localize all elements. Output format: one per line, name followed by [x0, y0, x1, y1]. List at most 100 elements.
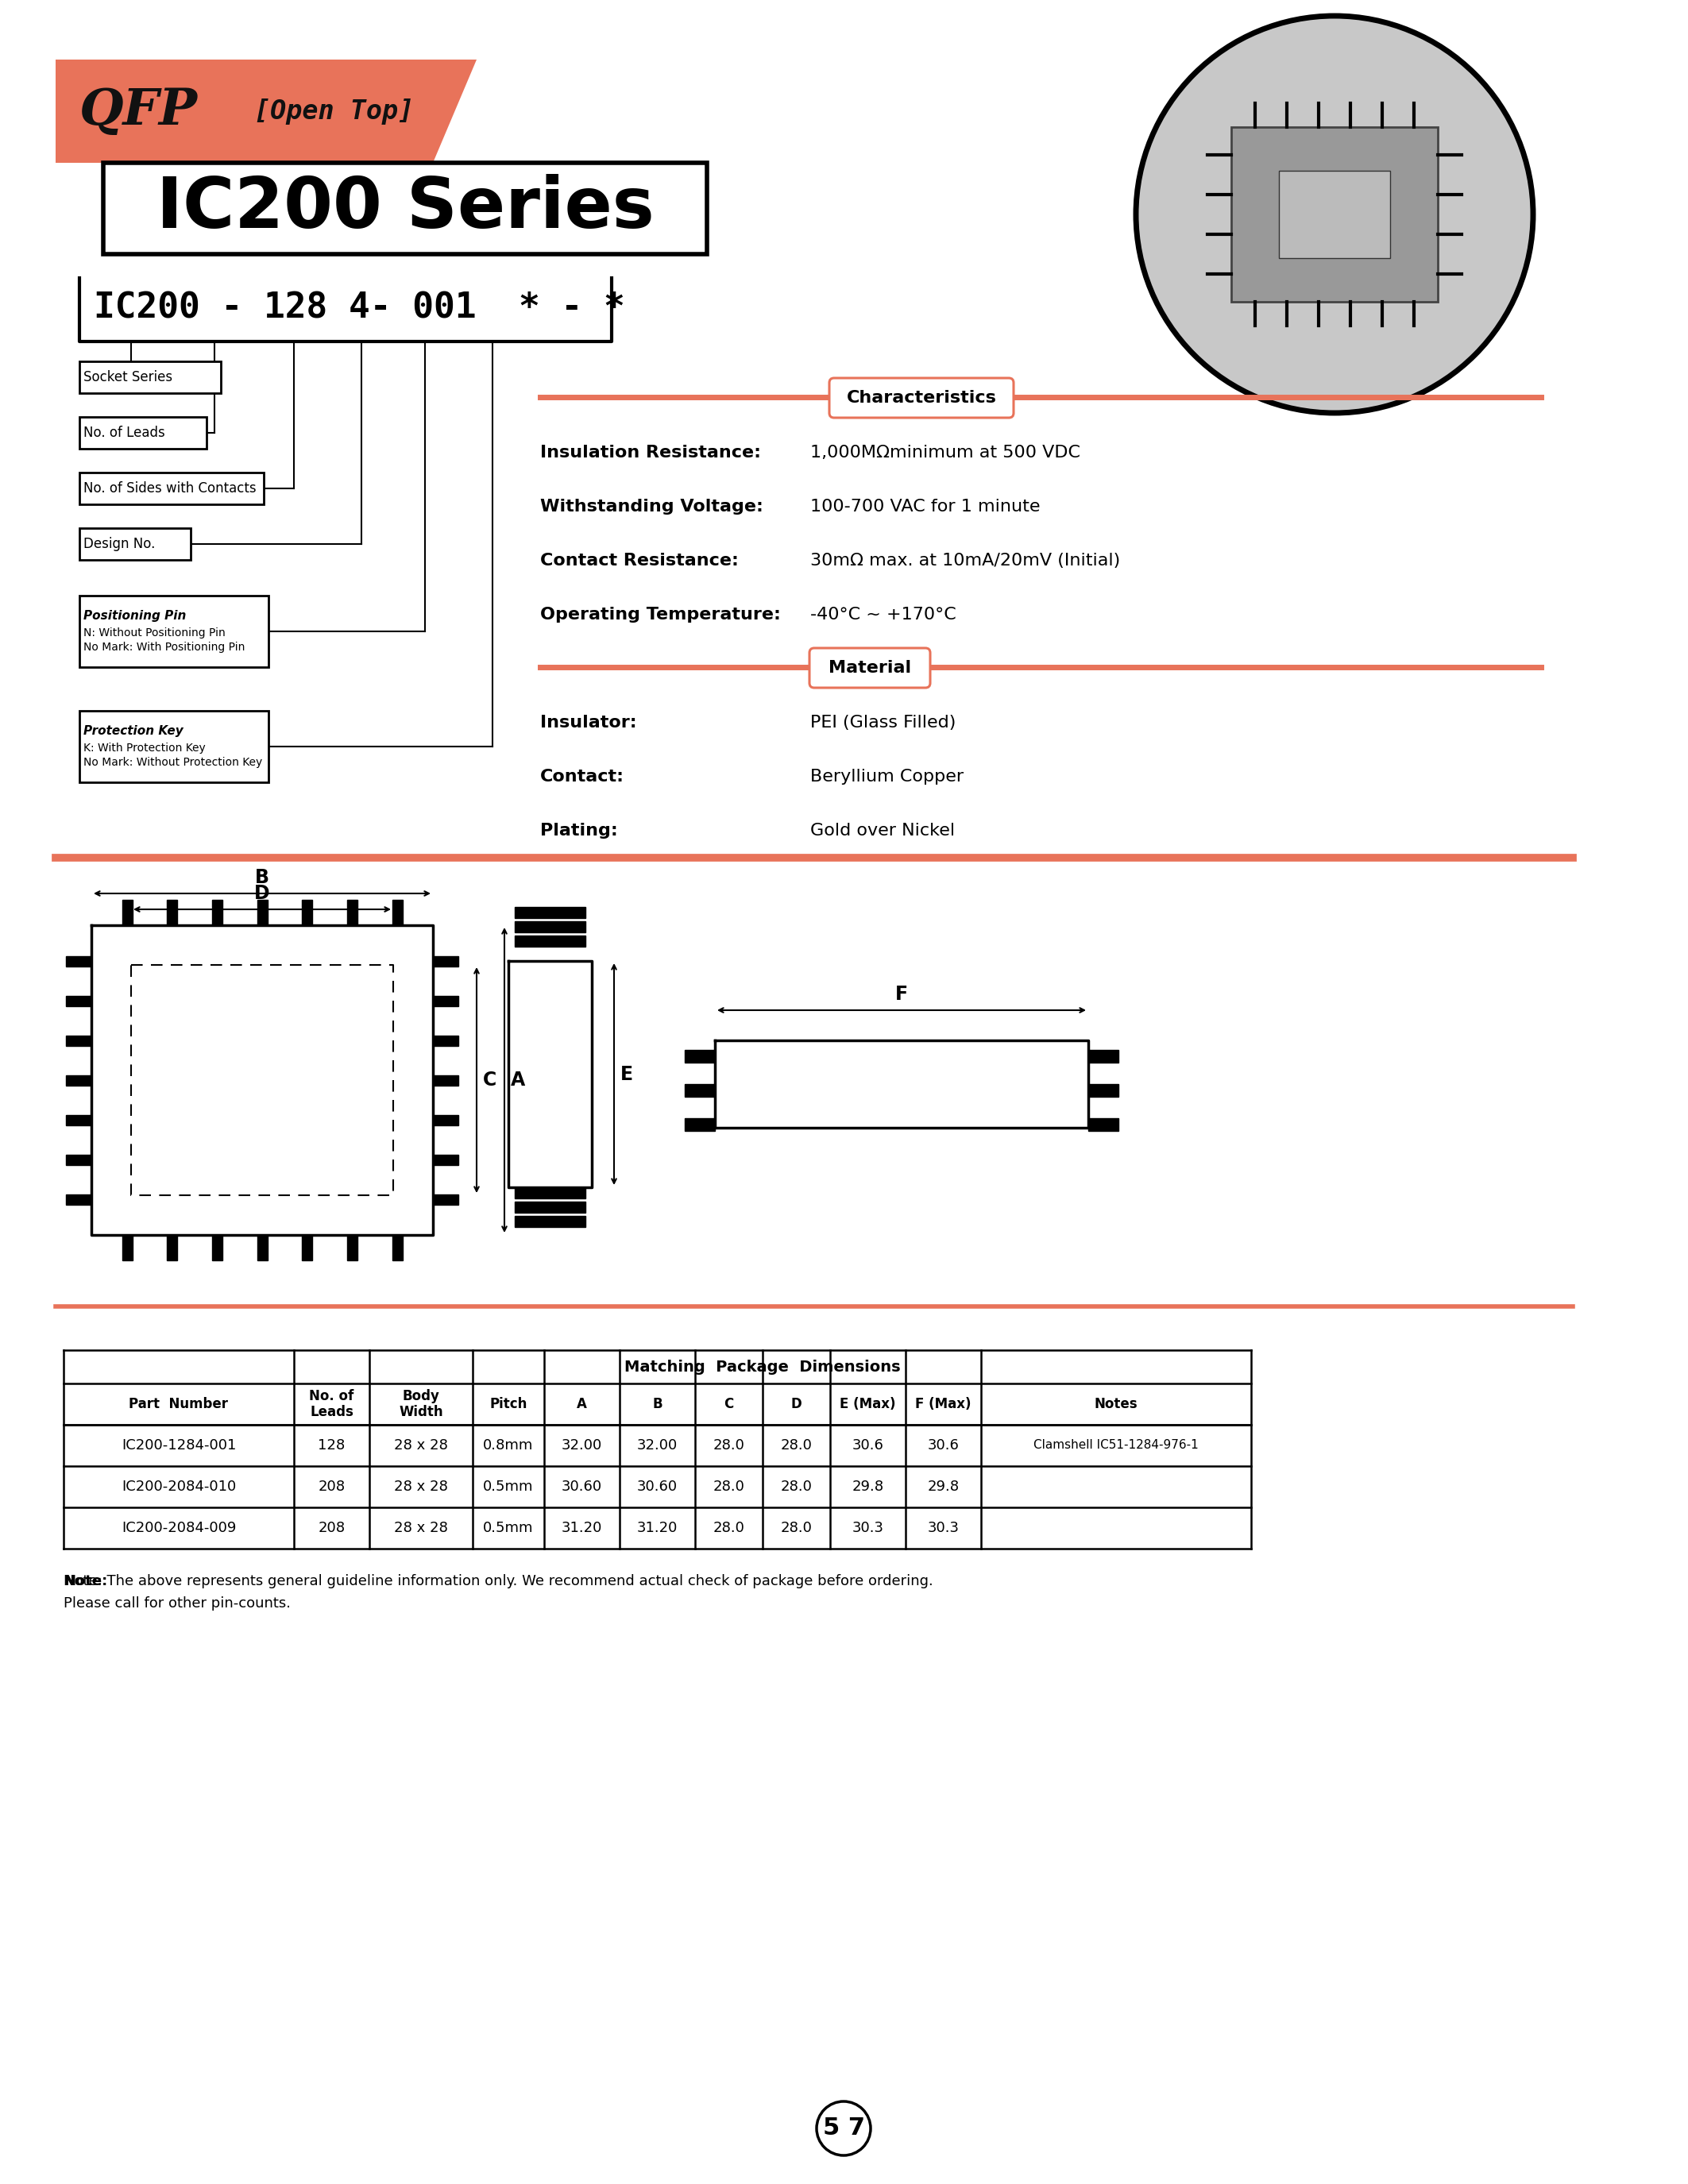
- Bar: [66, 1195, 91, 1203]
- Bar: [122, 1234, 132, 1260]
- Bar: [432, 957, 459, 965]
- Text: Beryllium Copper: Beryllium Copper: [810, 769, 964, 784]
- Bar: [79, 417, 206, 448]
- Bar: [66, 1114, 91, 1125]
- Text: 208: 208: [317, 1479, 346, 1494]
- Bar: [79, 710, 268, 782]
- Text: No Mark: With Positioning Pin: No Mark: With Positioning Pin: [83, 642, 245, 653]
- Text: 28.0: 28.0: [712, 1520, 744, 1535]
- Circle shape: [1136, 15, 1533, 413]
- Bar: [66, 1155, 91, 1164]
- Text: A: A: [577, 1398, 587, 1411]
- Bar: [515, 1216, 586, 1227]
- Bar: [257, 1234, 267, 1260]
- Bar: [432, 1114, 459, 1125]
- Text: 31.20: 31.20: [562, 1520, 603, 1535]
- Text: Plating:: Plating:: [540, 823, 618, 839]
- Text: 31.20: 31.20: [636, 1520, 679, 1535]
- Text: C: C: [483, 1070, 496, 1090]
- Text: 0.8mm: 0.8mm: [483, 1439, 533, 1452]
- Bar: [685, 1051, 716, 1064]
- Text: Note: The above represents general guideline information only. We recommend actu: Note: The above represents general guide…: [64, 1575, 933, 1588]
- Bar: [515, 935, 586, 946]
- Text: A: A: [511, 1070, 525, 1090]
- FancyBboxPatch shape: [810, 649, 930, 688]
- Bar: [1280, 170, 1391, 258]
- Bar: [167, 1234, 177, 1260]
- Text: PEI (Glass Filled): PEI (Glass Filled): [810, 714, 955, 732]
- Bar: [515, 906, 586, 917]
- Text: 28.0: 28.0: [780, 1479, 812, 1494]
- Bar: [432, 1195, 459, 1203]
- Text: No. of Sides with Contacts: No. of Sides with Contacts: [83, 480, 257, 496]
- Text: 32.00: 32.00: [562, 1439, 603, 1452]
- Text: Positioning Pin: Positioning Pin: [83, 609, 186, 622]
- Text: Matching  Package  Dimensions: Matching Package Dimensions: [625, 1358, 901, 1374]
- Bar: [685, 1118, 716, 1131]
- Polygon shape: [56, 59, 476, 164]
- Text: Protection Key: Protection Key: [83, 725, 184, 736]
- Bar: [1089, 1051, 1119, 1064]
- Text: 0.5mm: 0.5mm: [483, 1479, 533, 1494]
- Bar: [257, 900, 267, 926]
- Text: Insulation Resistance:: Insulation Resistance:: [540, 446, 761, 461]
- Text: No. of Leads: No. of Leads: [83, 426, 165, 439]
- Text: Insulator:: Insulator:: [540, 714, 636, 732]
- Text: N: Without Positioning Pin: N: Without Positioning Pin: [83, 627, 226, 638]
- Text: Contact Resistance:: Contact Resistance:: [540, 553, 739, 568]
- Text: 30.60: 30.60: [562, 1479, 603, 1494]
- Bar: [79, 596, 268, 666]
- Text: IC200 Series: IC200 Series: [157, 175, 653, 242]
- Text: Notes: Notes: [1094, 1398, 1138, 1411]
- Text: F: F: [895, 985, 908, 1005]
- Text: E (Max): E (Max): [841, 1398, 896, 1411]
- Bar: [432, 996, 459, 1007]
- Text: Gold over Nickel: Gold over Nickel: [810, 823, 955, 839]
- Bar: [392, 900, 402, 926]
- Text: Withstanding Voltage:: Withstanding Voltage:: [540, 498, 763, 515]
- Bar: [79, 472, 263, 505]
- Text: IC200-2084-010: IC200-2084-010: [122, 1479, 236, 1494]
- Bar: [66, 1035, 91, 1046]
- Text: 30.6: 30.6: [927, 1439, 959, 1452]
- Bar: [348, 1234, 358, 1260]
- Text: [Open Top]: [Open Top]: [255, 98, 414, 124]
- Text: 29.8: 29.8: [852, 1479, 885, 1494]
- Text: QFP: QFP: [79, 87, 197, 135]
- Text: C: C: [724, 1398, 734, 1411]
- Text: -40°C ~ +170°C: -40°C ~ +170°C: [810, 607, 955, 622]
- Text: 128: 128: [317, 1439, 346, 1452]
- Bar: [213, 1234, 223, 1260]
- Bar: [103, 164, 707, 253]
- Text: Operating Temperature:: Operating Temperature:: [540, 607, 782, 622]
- Text: 32.00: 32.00: [636, 1439, 677, 1452]
- Bar: [392, 1234, 402, 1260]
- Bar: [66, 957, 91, 965]
- Text: 28.0: 28.0: [780, 1520, 812, 1535]
- Bar: [167, 900, 177, 926]
- Text: 28.0: 28.0: [780, 1439, 812, 1452]
- Bar: [1231, 127, 1438, 301]
- Text: 5 7: 5 7: [822, 2116, 864, 2140]
- Text: B: B: [255, 867, 270, 887]
- Text: IC200 - 128 4- 001  * - *: IC200 - 128 4- 001 * - *: [95, 290, 625, 325]
- Text: Material: Material: [829, 660, 912, 675]
- Bar: [213, 900, 223, 926]
- Bar: [1089, 1083, 1119, 1096]
- Text: D: D: [792, 1398, 802, 1411]
- Bar: [432, 1155, 459, 1164]
- Text: 29.8: 29.8: [927, 1479, 959, 1494]
- Text: K: With Protection Key: K: With Protection Key: [83, 743, 206, 753]
- Text: B: B: [652, 1398, 662, 1411]
- Text: 208: 208: [317, 1520, 346, 1535]
- Text: 1,000MΩminimum at 500 VDC: 1,000MΩminimum at 500 VDC: [810, 446, 1080, 461]
- Text: Design No.: Design No.: [83, 537, 155, 550]
- Text: Contact:: Contact:: [540, 769, 625, 784]
- Bar: [79, 360, 221, 393]
- Bar: [302, 900, 312, 926]
- Bar: [302, 1234, 312, 1260]
- Text: E: E: [621, 1064, 633, 1083]
- Text: 30.3: 30.3: [927, 1520, 959, 1535]
- Bar: [79, 529, 191, 559]
- Text: 0.5mm: 0.5mm: [483, 1520, 533, 1535]
